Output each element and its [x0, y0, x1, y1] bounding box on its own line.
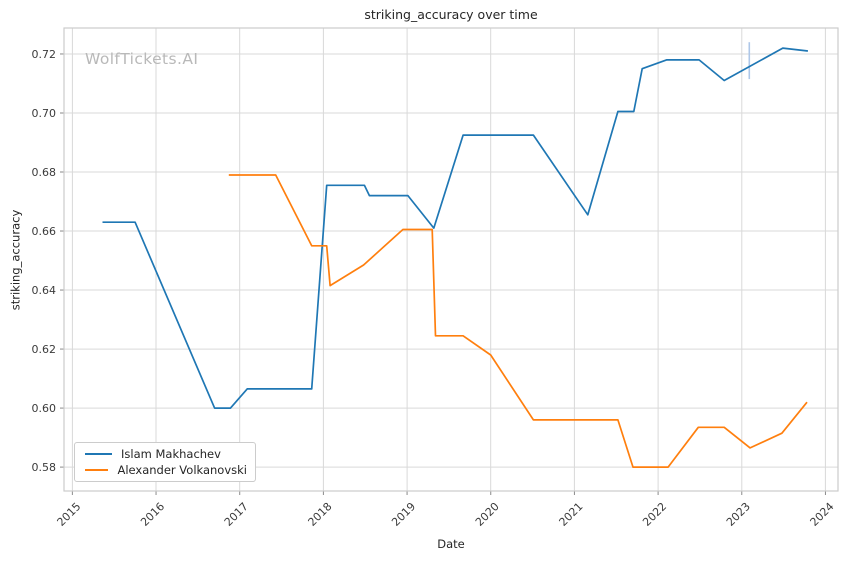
x-tick-label: 2022	[640, 500, 669, 529]
y-tick-label: 0.64	[32, 284, 57, 297]
x-axis-label: Date	[437, 537, 465, 551]
series-line-0	[102, 47, 808, 409]
legend-item-alexander-volkanovski: Alexander Volkanovski	[85, 463, 247, 477]
y-tick-label: 0.66	[32, 225, 57, 238]
x-tick-label: 2020	[473, 500, 502, 529]
x-tick-label: 2016	[138, 500, 167, 529]
x-tick-label: 2018	[306, 500, 335, 529]
legend: Islam Makhachev Alexander Volkanovski	[74, 442, 256, 482]
watermark: WolfTickets.AI	[85, 50, 199, 68]
legend-line-swatch-orange	[85, 469, 109, 471]
legend-item-islam-makhachev: Islam Makhachev	[85, 447, 247, 461]
x-tick-label: 2017	[222, 500, 251, 529]
y-axis-label: striking_accuracy	[8, 209, 23, 311]
y-tick-label: 0.62	[32, 343, 57, 356]
x-tick-label: 2021	[557, 500, 586, 529]
x-tick-label: 2019	[389, 500, 418, 529]
plot-border	[63, 27, 839, 492]
legend-label: Alexander Volkanovski	[117, 463, 247, 477]
legend-line-swatch-blue	[85, 453, 112, 455]
y-tick-label: 0.68	[32, 166, 57, 179]
y-tick-label: 0.58	[32, 461, 57, 474]
x-tick-label: 2015	[54, 500, 83, 529]
y-tick-label: 0.60	[32, 402, 57, 415]
y-tick-label: 0.70	[32, 107, 57, 120]
series-line-1	[228, 174, 808, 468]
x-tick-label: 2023	[724, 500, 753, 529]
chart-title: striking_accuracy over time	[364, 7, 538, 22]
x-tick-label: 2024	[808, 500, 837, 529]
legend-label: Islam Makhachev	[121, 447, 221, 461]
y-tick-label: 0.72	[32, 48, 57, 61]
